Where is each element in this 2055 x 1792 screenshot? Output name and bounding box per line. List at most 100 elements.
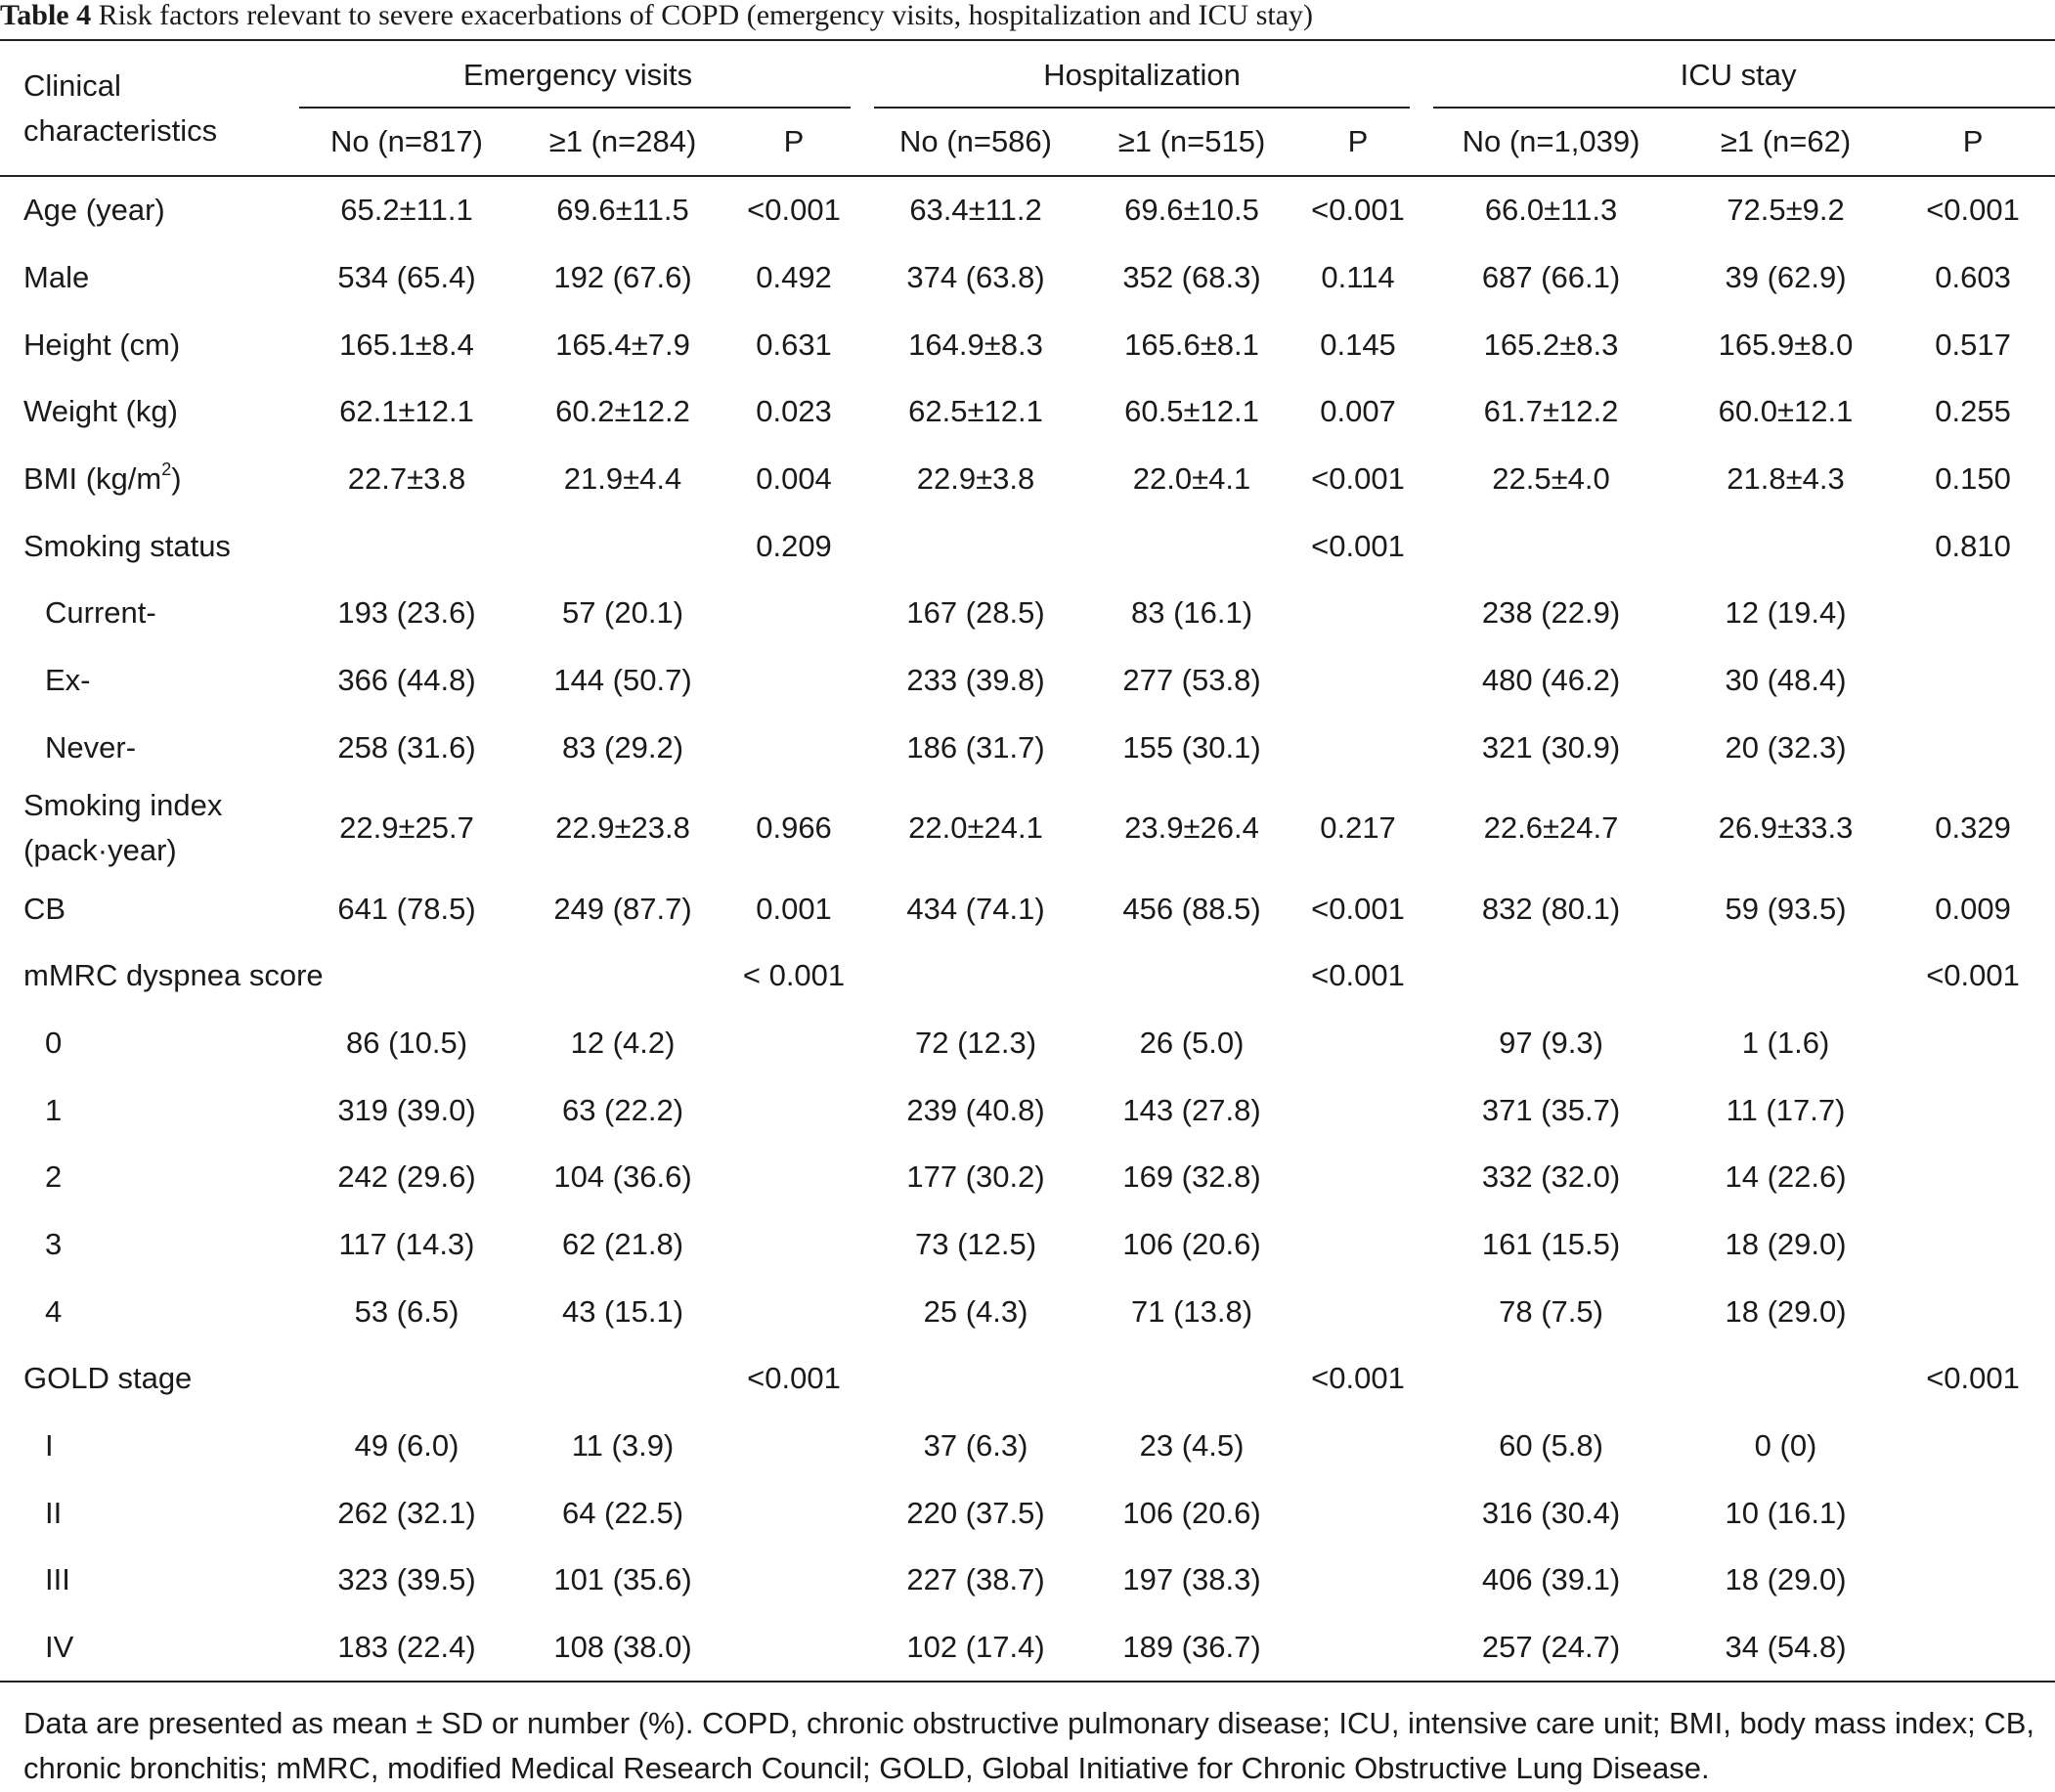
- header-subcolumn: No (n=586): [862, 109, 1090, 177]
- value-cell: 332 (32.0): [1481, 1159, 1621, 1195]
- p-value-cell: [725, 1211, 862, 1279]
- header-group-hospitalization-label: Hospitalization: [1043, 57, 1241, 92]
- row-label: 4: [0, 1278, 293, 1345]
- p-value-cell: [1294, 1144, 1421, 1211]
- value-cell: 480 (46.2): [1481, 663, 1621, 698]
- table-row: I 49 (6.0) 11 (3.9) 37 (6.3) 23 (4.5) 60 (5.8…: [0, 1413, 2055, 1480]
- row-label-text: 2: [45, 1159, 63, 1195]
- value-cell: 165.9±8.0: [1718, 327, 1854, 362]
- row-label: Age (year): [0, 176, 293, 244]
- value-cell: 249 (87.7): [553, 891, 692, 926]
- table-row: II 262 (32.1) 64 (22.5) 220 (37.5) 106 (20.6…: [0, 1479, 2055, 1547]
- value-cell: 238 (22.9): [1481, 595, 1621, 631]
- p-value-cell: 0.209: [756, 528, 832, 563]
- table-row: IV 183 (22.4) 108 (38.0) 102 (17.4) 189 (36.…: [0, 1613, 2055, 1683]
- value-cell: 86 (10.5): [345, 1025, 468, 1060]
- value-cell: 687 (66.1): [1481, 260, 1621, 295]
- value-cell: [520, 1345, 725, 1413]
- value-cell: 161 (15.5): [1481, 1226, 1621, 1261]
- p-value-cell: [725, 580, 862, 647]
- value-cell: 64 (22.5): [561, 1495, 684, 1530]
- table-row: Smoking index (pack·year) 22.9±25.7 22.9±2…: [0, 781, 2055, 875]
- p-value-cell: [1891, 1613, 2055, 1683]
- p-value-cell: [725, 1144, 862, 1211]
- p-value-cell: 0.023: [756, 394, 832, 429]
- value-cell: [1681, 942, 1891, 1010]
- row-label: CB: [0, 875, 293, 942]
- p-value-cell: 0.001: [756, 891, 832, 926]
- row-label-text: I: [45, 1428, 54, 1464]
- p-value-cell: <0.001: [1311, 958, 1405, 993]
- value-cell: 165.6±8.1: [1124, 327, 1259, 362]
- table-row: GOLD stage <0.001 <0.001 <0.001: [0, 1345, 2055, 1413]
- value-cell: 37 (6.3): [923, 1428, 1028, 1464]
- p-value-cell: <0.001: [747, 1361, 841, 1396]
- row-label-text: Never-: [45, 729, 137, 765]
- p-value-cell: [1891, 1144, 2055, 1211]
- table-row: Male 534 (65.4) 192 (67.6) 0.492 374 (63.8) 3…: [0, 244, 2055, 312]
- value-cell: [1421, 942, 1681, 1010]
- value-cell: 165.4±7.9: [555, 327, 690, 362]
- value-cell: 21.9±4.4: [563, 461, 682, 497]
- value-cell: 34 (54.8): [1681, 1613, 1892, 1683]
- value-cell: [293, 1345, 520, 1413]
- value-cell: 12 (4.2): [570, 1025, 676, 1060]
- row-label-tail: ): [171, 461, 182, 497]
- header-subcolumn: ≥1 (n=284): [520, 109, 725, 177]
- value-cell: [1089, 512, 1294, 580]
- p-value-cell: 0.009: [1935, 891, 2011, 926]
- row-label-text: GOLD stage: [23, 1361, 193, 1396]
- value-cell: 11 (3.9): [571, 1428, 675, 1464]
- p-value-cell: [1891, 1278, 2055, 1345]
- table-caption: Table 4 Risk factors relevant to severe …: [0, 0, 2055, 39]
- p-value-cell: [1294, 1613, 1422, 1683]
- row-label-text: Male: [23, 260, 90, 295]
- row-label: Smoking status: [0, 512, 293, 580]
- p-value-cell: <0.001: [1311, 461, 1405, 497]
- p-value-cell: [1294, 1413, 1421, 1480]
- value-cell: 22.0±4.1: [1132, 461, 1251, 497]
- value-cell: 65.2±11.1: [340, 193, 473, 228]
- row-label: Height (cm): [0, 311, 293, 378]
- value-cell: 26 (5.0): [1139, 1025, 1245, 1060]
- p-value-cell: [1891, 1479, 2055, 1547]
- p-value-cell: 0.631: [756, 327, 832, 362]
- row-label: 1: [0, 1076, 293, 1144]
- p-value-cell: [725, 1479, 862, 1547]
- value-cell: 183 (22.4): [293, 1613, 520, 1683]
- value-cell: 316 (30.4): [1481, 1495, 1621, 1530]
- value-cell: 12 (19.4): [1725, 595, 1847, 631]
- p-value-cell: [1294, 1010, 1421, 1077]
- p-value-cell: [1294, 1076, 1421, 1144]
- value-cell: 57 (20.1): [561, 595, 684, 631]
- p-value-cell: 0.810: [1935, 528, 2011, 563]
- value-cell: 11 (17.7): [1726, 1092, 1846, 1127]
- p-value-cell: <0.001: [1311, 891, 1405, 926]
- table-row: 2 242 (29.6) 104 (36.6) 177 (30.2) 169 (32.8…: [0, 1144, 2055, 1211]
- header-subcolumn: ≥1 (n=515): [1089, 109, 1295, 177]
- row-label-text: Height (cm): [23, 327, 181, 362]
- p-value-cell: <0.001: [1926, 1361, 2020, 1396]
- value-cell: 371 (35.7): [1481, 1092, 1621, 1127]
- row-label-text: Current-: [45, 595, 156, 631]
- risk-factors-table: Clinical characteristics Emergency visit…: [0, 41, 2055, 1683]
- header-row-groups: Clinical characteristics Emergency visit…: [0, 41, 2055, 177]
- p-value-cell: [1294, 1278, 1421, 1345]
- row-label: III: [0, 1547, 293, 1614]
- table-top-rule: [0, 39, 2055, 41]
- p-value-cell: [1294, 715, 1421, 782]
- p-value-cell: [1891, 580, 2055, 647]
- p-value-cell: < 0.001: [742, 958, 846, 993]
- header-group-emergency-visits-label: Emergency visits: [462, 57, 693, 92]
- p-value-cell: [725, 1076, 862, 1144]
- row-label-text: IV: [45, 1630, 74, 1665]
- p-value-cell: [725, 1413, 862, 1480]
- value-cell: 534 (65.4): [337, 260, 476, 295]
- value-cell: 10 (16.1): [1725, 1495, 1847, 1530]
- value-cell: 352 (68.3): [1122, 260, 1261, 295]
- value-cell: 155 (30.1): [1122, 729, 1261, 765]
- value-cell: 197 (38.3): [1122, 1562, 1261, 1597]
- value-cell: 164.9±8.3: [908, 327, 1043, 362]
- row-label-text: 1: [45, 1092, 63, 1127]
- value-cell: 72.5±9.2: [1727, 193, 1845, 228]
